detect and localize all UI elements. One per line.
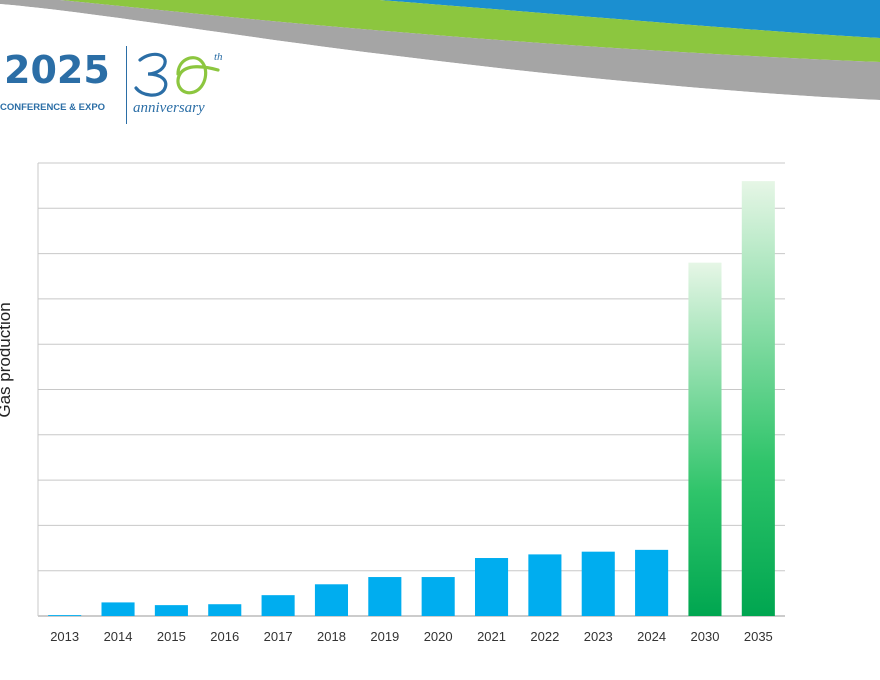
- x-tick-label-2020: 2020: [424, 629, 453, 644]
- banner-green-swoosh: [60, 0, 880, 62]
- banner-gray-swoosh: [0, 0, 880, 100]
- bar-2023: [581, 551, 615, 616]
- bar-2016: [208, 604, 242, 616]
- bar-2015: [154, 605, 188, 616]
- x-tick-label-2017: 2017: [264, 629, 293, 644]
- bar-2014: [101, 602, 135, 616]
- x-tick-label-2030: 2030: [691, 629, 720, 644]
- header-banner: [0, 0, 880, 110]
- logo-subtitle: CONFERENCE & EXPO: [0, 102, 106, 113]
- logo-divider: [126, 46, 127, 124]
- bar-2020: [421, 577, 455, 616]
- bar-2021: [474, 558, 509, 616]
- x-tick-label-2024: 2024: [637, 629, 666, 644]
- bar-2018: [314, 584, 349, 616]
- anniversary-suffix: th: [214, 51, 223, 63]
- x-tick-label-2021: 2021: [477, 629, 506, 644]
- bar-2017: [261, 595, 295, 616]
- x-tick-label-2019: 2019: [370, 629, 399, 644]
- x-tick-label-2022: 2022: [530, 629, 559, 644]
- bar-2035: [741, 181, 775, 616]
- bar-2019: [368, 577, 402, 616]
- x-tick-label-2023: 2023: [584, 629, 613, 644]
- x-tick-label-2014: 2014: [104, 629, 133, 644]
- x-tick-label-2018: 2018: [317, 629, 346, 644]
- banner-white-band: [0, 4, 880, 110]
- logo-year: 2025: [4, 48, 110, 92]
- x-tick-label-2013: 2013: [50, 629, 79, 644]
- chart-bars: [48, 181, 775, 616]
- x-tick-label-2015: 2015: [157, 629, 186, 644]
- anniversary-30-icon: th: [134, 51, 223, 97]
- bar-2022: [528, 554, 562, 616]
- banner-blue-swoosh: [380, 0, 880, 38]
- bar-2030: [688, 262, 722, 616]
- bar-2024: [635, 549, 669, 616]
- x-tick-label-2016: 2016: [210, 629, 239, 644]
- logo-anniversary-word: anniversary: [133, 100, 205, 116]
- chart-gridlines: [37, 162, 785, 617]
- x-tick-label-2035: 2035: [744, 629, 773, 644]
- bar-2013: [48, 615, 82, 616]
- chart-y-axis-label: Gas production: [0, 302, 14, 417]
- chart-x-tick-labels: 2013 2014 2015 2016 2017 2018 2019 2020 2021 2022…: [50, 629, 773, 644]
- conference-logo: 2025 CONFERENCE & EXPO th anniversary: [0, 44, 240, 124]
